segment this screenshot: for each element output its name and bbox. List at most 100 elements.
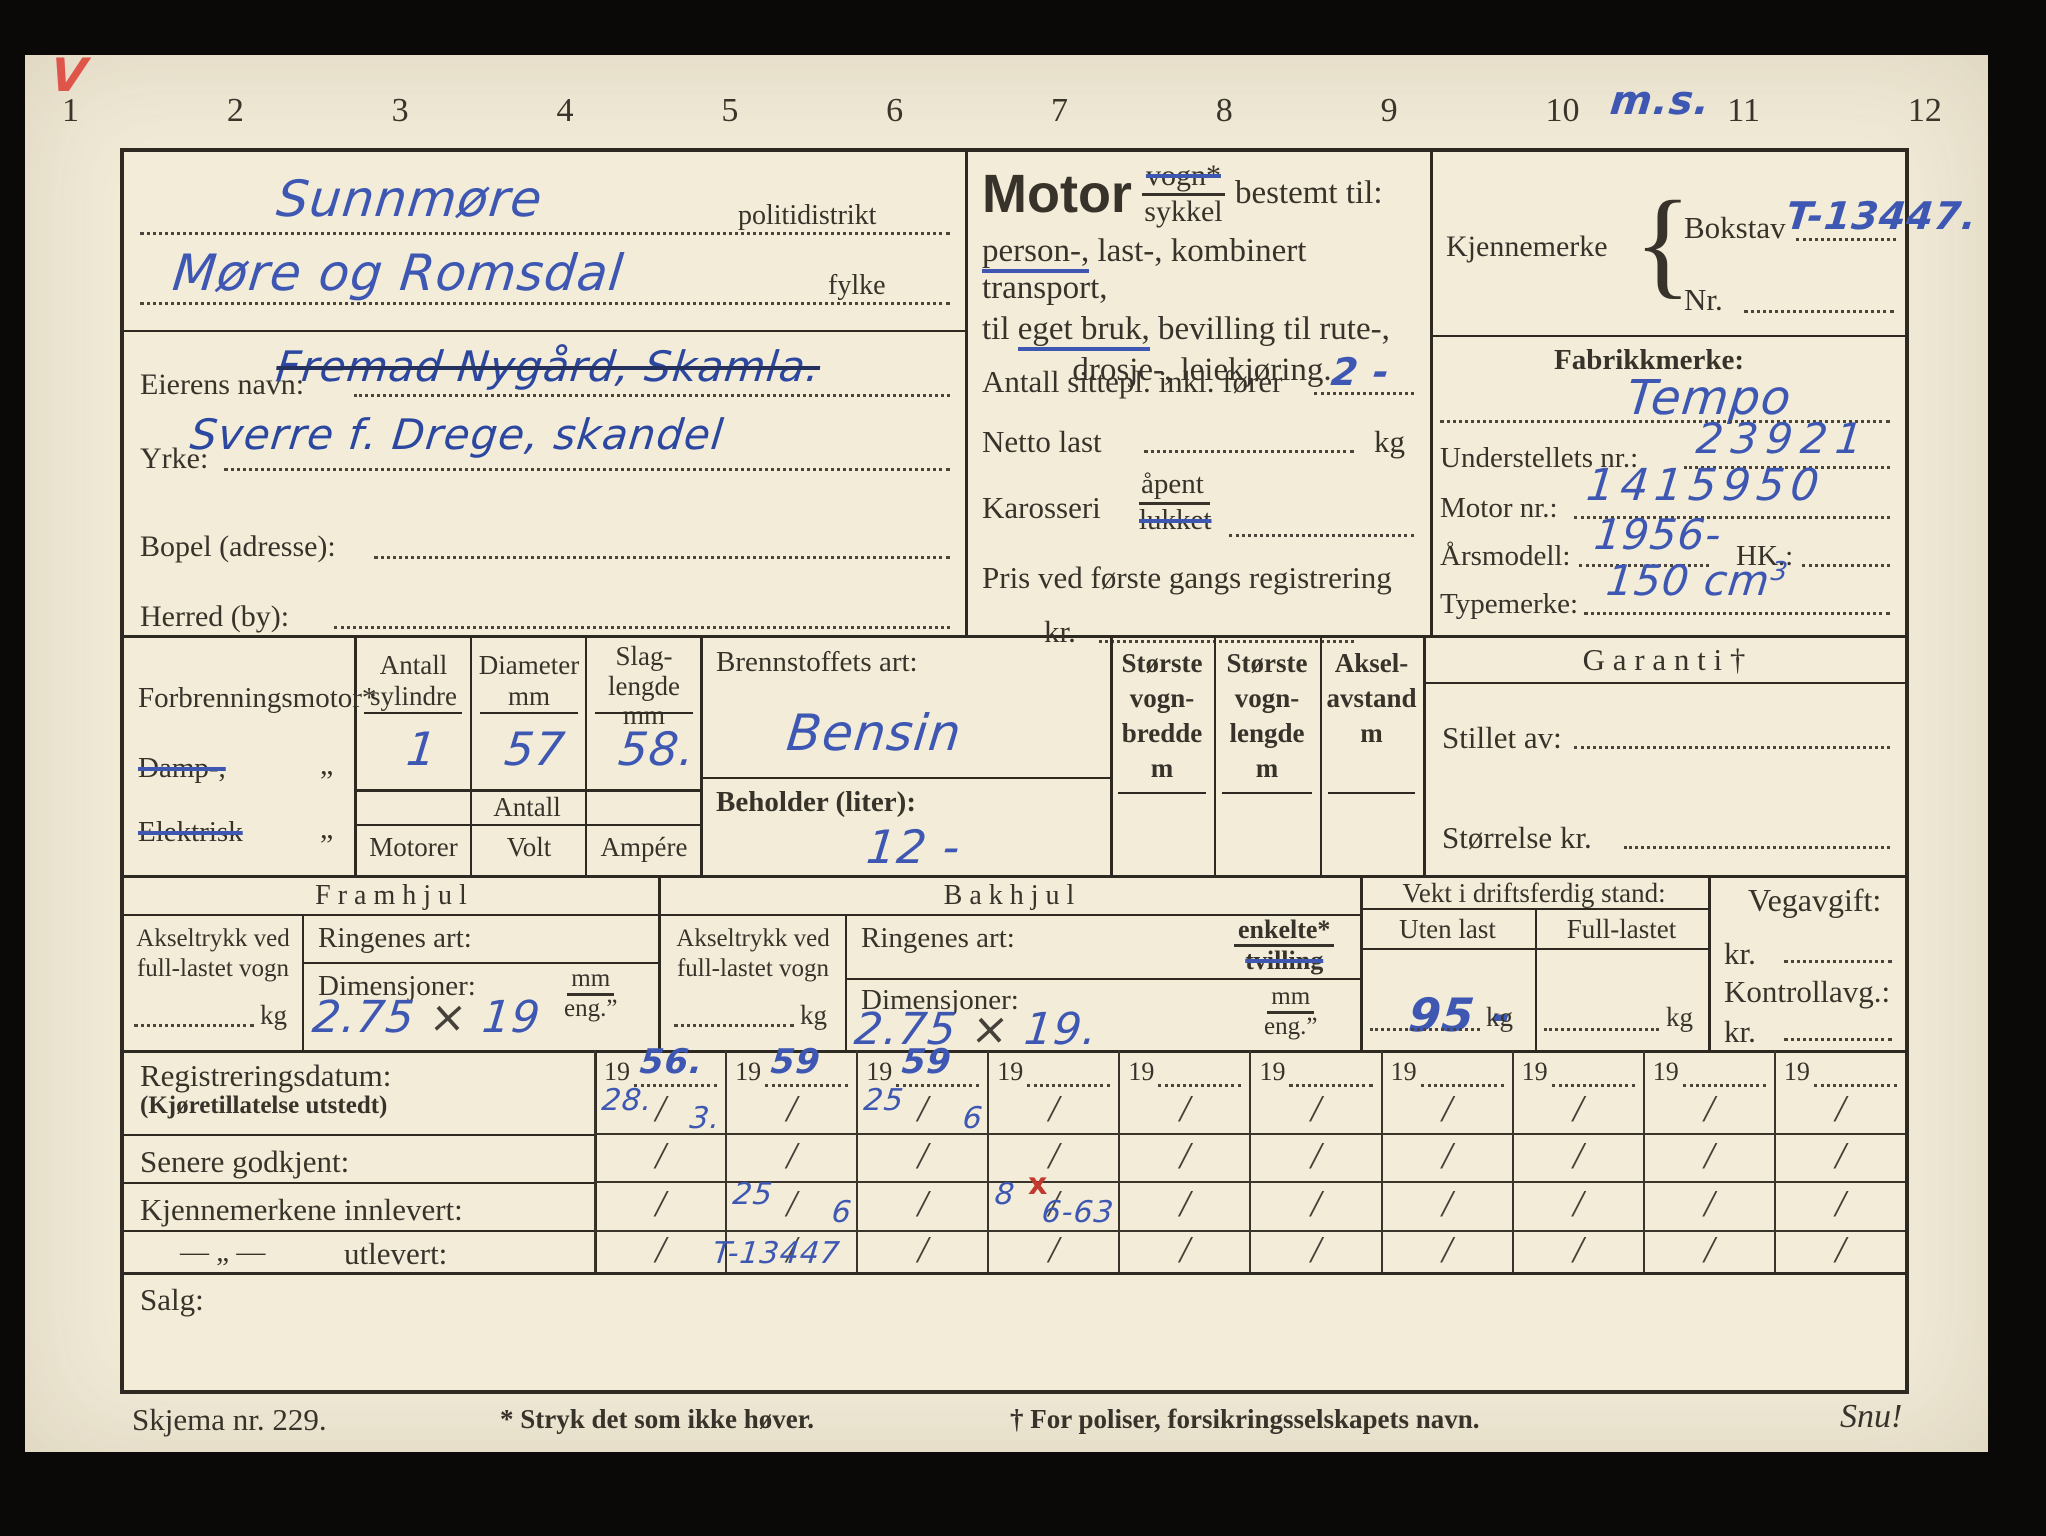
kontrollavg-title: Kontrollavg.: <box>1724 974 1891 1009</box>
handwritten-entry: 25 <box>731 1177 775 1213</box>
year-prefix: 19 <box>1259 1056 1286 1086</box>
year-dotted-line <box>1027 1058 1111 1087</box>
year-cell: / <box>1776 1088 1905 1133</box>
ruler-number: 8 <box>1215 92 1233 129</box>
understell-label: Understellets nr.: <box>1440 442 1639 474</box>
year-cell: / <box>1513 1181 1643 1229</box>
year-cell: / <box>1383 1087 1512 1133</box>
handwritten-entry: 6 <box>961 1100 985 1136</box>
kjoretillatelse-sublabel: (Kjøretillatelse utstedt) <box>140 1092 388 1119</box>
divider <box>658 875 661 1050</box>
bakhjul-title: B a k h j u l <box>943 880 1075 911</box>
divider <box>124 1272 1905 1275</box>
divider <box>700 635 703 875</box>
bokstav-value: T-13447. <box>1784 194 1980 238</box>
senere-godkjent-label: Senere godkjent: <box>140 1144 350 1179</box>
footer-stryk-note: * Stryk det som ikke høver. <box>500 1404 815 1434</box>
year-prefix: 19 <box>997 1056 1024 1086</box>
printed-slash: / <box>1179 1134 1191 1177</box>
divider <box>585 635 587 875</box>
bokstav-line <box>1796 210 1896 241</box>
year-cell: / <box>1513 1132 1643 1181</box>
kjennemerke-brace: { <box>1634 176 1692 309</box>
year-header: 19 <box>1514 1050 1643 1089</box>
ruler-number: 2 <box>226 92 244 129</box>
ruler-number: 5 <box>721 92 739 129</box>
fabrikkmerke-label: Fabrikkmerke: <box>1554 344 1745 376</box>
col-diameter: Diameter mm <box>478 650 580 712</box>
year-cell: / <box>989 1132 1119 1181</box>
year-cell: / <box>1251 1229 1381 1272</box>
netto-last-label: Netto last <box>982 424 1102 459</box>
eierens-navn-struck-value: Fremad Nygård, Skamla. <box>274 342 823 391</box>
footer-snu: Snu! <box>1840 1398 1903 1435</box>
registreringsdatum-label: Registreringsdatum: <box>140 1058 392 1093</box>
year-cell: / <box>1775 1181 1905 1229</box>
understell-line <box>1684 440 1890 469</box>
year-cell: / <box>1775 1132 1905 1181</box>
divider <box>480 712 578 714</box>
typemerke-sup: 3 <box>1769 557 1791 587</box>
kontrollavg-line <box>1784 1012 1892 1041</box>
elektrisk-ditto: „ <box>320 812 334 845</box>
printed-slash: / <box>786 1087 797 1130</box>
framhjul-ringenes-label: Ringenes art: <box>318 922 472 954</box>
year-dotted-line <box>634 1058 718 1087</box>
col-ampere: Ampére <box>600 832 688 862</box>
stillet-av-line <box>1574 718 1890 749</box>
bakhjul-ringenes-label: Ringenes art: <box>861 922 1015 954</box>
year-cell: / <box>1644 1181 1774 1229</box>
year-prefix: 19 <box>1521 1056 1548 1086</box>
ruler-number: 11 <box>1727 92 1761 129</box>
pris-label: Pris ved første gangs registrering <box>982 560 1392 595</box>
printed-slash: / <box>1179 1087 1191 1130</box>
year-prefix: 19 <box>1128 1056 1155 1086</box>
uten-last-kg: kg <box>1486 1002 1513 1032</box>
year-prefix: 19 <box>604 1056 630 1086</box>
understell-value: 23921 <box>1694 414 1873 463</box>
framhjul-akseltrykk-kg: kg <box>260 1000 287 1030</box>
yrke-label: Yrke: <box>140 442 209 475</box>
year-value: 59 <box>900 1042 954 1082</box>
nr-line <box>1744 282 1894 313</box>
val-slaglengde: 58. <box>616 722 698 776</box>
printed-slash: / <box>1310 1134 1322 1177</box>
divider <box>1320 635 1322 875</box>
year-cell: / <box>1513 1229 1643 1272</box>
eget-bruk-underlined: eget bruk, <box>1017 311 1150 351</box>
year-header: 19 <box>989 1050 1118 1089</box>
year-cell: / <box>1382 1229 1512 1272</box>
framhjul-dimensjoner-label: Dimensjoner: <box>318 970 476 1002</box>
enkelte-tvilling: enkelte* tvilling <box>1234 916 1335 975</box>
year-cell: / T-13447 <box>711 1228 857 1272</box>
printed-slash: / <box>1441 1087 1453 1130</box>
damp-struck: Damp-, <box>138 752 226 784</box>
line2-pre: til <box>982 311 1018 347</box>
year-value: 56. <box>638 1042 706 1082</box>
col-akselavstand: Aksel- avstand m <box>1326 648 1417 749</box>
year-cell: / <box>989 1088 1118 1133</box>
printed-slash: / <box>655 1183 666 1226</box>
ruler-number: 7 <box>1050 92 1068 129</box>
line2-rest: bevilling til rute-, <box>1149 311 1390 347</box>
printed-slash: / <box>655 1087 666 1130</box>
printed-slash: / <box>786 1228 797 1271</box>
motor-word: Motor <box>982 163 1132 224</box>
year-cell: / <box>1120 1181 1250 1229</box>
divider <box>354 824 703 826</box>
kjennemerkene-innlevert-label: Kjennemerkene innlevert: <box>140 1192 463 1227</box>
divider <box>302 914 304 1050</box>
year-header: 19 <box>1383 1050 1512 1089</box>
printed-slash: / <box>1572 1087 1584 1130</box>
full-lastet-kg: kg <box>1666 1002 1693 1032</box>
year-prefix: 19 <box>735 1056 762 1086</box>
col-motorer: Motorer <box>369 832 458 862</box>
line3: drosje-, leiekjøring. <box>1072 352 1332 388</box>
handwritten-entry: 3. <box>688 1100 723 1136</box>
col-slaglengde: Slag-lengde mm <box>608 641 680 731</box>
typemerke-value: 150 cm3 <box>1604 556 1791 605</box>
year-cell: / <box>989 1229 1119 1272</box>
netto-last-line <box>1144 424 1354 453</box>
year-cell: / 25 6 <box>727 1177 857 1230</box>
